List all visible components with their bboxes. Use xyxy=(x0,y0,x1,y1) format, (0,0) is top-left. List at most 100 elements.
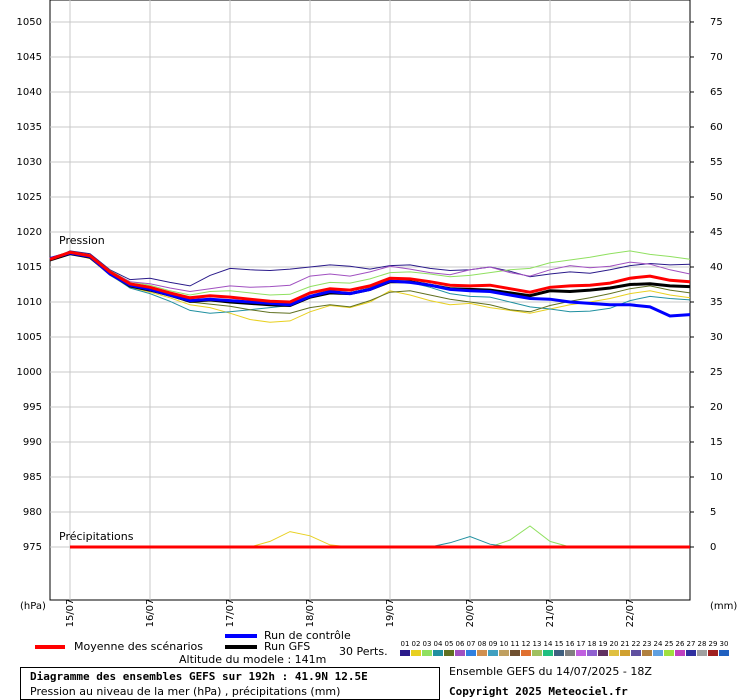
y2-tick-label: 25 xyxy=(710,367,723,378)
pert-legend-swatch xyxy=(675,650,685,656)
pert-legend-label: 29 xyxy=(709,640,718,648)
y-tick-label: 1015 xyxy=(17,262,42,273)
y-tick-label: 990 xyxy=(23,437,42,448)
y-tick-label: 1000 xyxy=(17,367,42,378)
pert-legend-label: 14 xyxy=(544,640,553,648)
pert-legend-swatch xyxy=(664,650,674,656)
y-tick-label: 1050 xyxy=(17,17,42,28)
y2-tick-label: 55 xyxy=(710,157,723,168)
y2-tick-label: 40 xyxy=(710,262,723,273)
pert-legend-label: 23 xyxy=(643,640,652,648)
x-tick-label: 15/07 xyxy=(65,599,76,628)
pert-legend-label: 25 xyxy=(665,640,674,648)
pert-legend-swatch xyxy=(686,650,696,656)
series-line xyxy=(49,251,691,318)
pert-legend-label: 08 xyxy=(478,640,487,648)
pert-legend-label: 27 xyxy=(687,640,696,648)
pert-legend-swatch xyxy=(455,650,465,656)
pert-legend-label: 07 xyxy=(467,640,476,648)
pert-legend-swatch xyxy=(433,650,443,656)
x-tick-label: 22/07 xyxy=(625,599,636,628)
subtitle: Pression au niveau de la mer (hPa) , pré… xyxy=(30,685,340,698)
legend-label: Moyenne des scénarios xyxy=(74,640,203,653)
y-tick-label: 1030 xyxy=(17,157,42,168)
pert-legend-label: 15 xyxy=(555,640,564,648)
pert-legend-swatch xyxy=(466,650,476,656)
precip-label: Précipitations xyxy=(59,530,134,543)
pert-legend-swatch xyxy=(444,650,454,656)
pert-legend-label: 02 xyxy=(412,640,421,648)
pert-legend-label: 26 xyxy=(676,640,685,648)
pert-legend-swatch xyxy=(499,650,509,656)
pert-legend-swatch xyxy=(554,650,564,656)
y2-tick-label: 0 xyxy=(710,542,716,553)
y-tick-label: 1045 xyxy=(17,52,42,63)
pert-legend-swatch xyxy=(631,650,641,656)
pert-legend-swatch xyxy=(400,650,410,656)
pert-legend-swatch xyxy=(565,650,575,656)
pert-legend-label: 01 xyxy=(401,640,410,648)
pert-legend-swatch xyxy=(620,650,630,656)
y2-tick-label: 10 xyxy=(710,472,723,483)
y2-tick-label: 5 xyxy=(710,507,716,518)
legend-label: Run de contrôle xyxy=(264,629,351,642)
pert-legend-swatch xyxy=(697,650,707,656)
pert-legend-label: 05 xyxy=(445,640,454,648)
y-unit: (hPa) xyxy=(20,601,46,612)
pert-legend-swatch xyxy=(532,650,542,656)
y2-tick-label: 50 xyxy=(710,192,723,203)
series-line xyxy=(49,250,691,304)
y-tick-label: 1005 xyxy=(17,332,42,343)
pert-legend-label: 18 xyxy=(588,640,597,648)
pert-legend-swatch xyxy=(708,650,718,656)
perturbation-line xyxy=(49,250,691,296)
y-tick-label: 995 xyxy=(23,402,42,413)
x-tick-label: 20/07 xyxy=(465,599,476,628)
y2-tick-label: 15 xyxy=(710,437,723,448)
perturbations-label: 30 Perts. xyxy=(339,645,388,658)
pert-legend-label: 17 xyxy=(577,640,586,648)
pert-legend-label: 03 xyxy=(423,640,432,648)
pert-legend-label: 04 xyxy=(434,640,443,648)
y-tick-label: 980 xyxy=(23,507,42,518)
y2-tick-label: 65 xyxy=(710,87,723,98)
pert-legend-swatch xyxy=(587,650,597,656)
pert-legend-swatch xyxy=(653,650,663,656)
y2-tick-label: 70 xyxy=(710,52,723,63)
title: Diagramme des ensembles GEFS sur 192h : … xyxy=(30,670,368,683)
pert-legend-swatch xyxy=(477,650,487,656)
y2-tick-label: 20 xyxy=(710,402,723,413)
y-tick-label: 1040 xyxy=(17,87,42,98)
pert-legend-swatch xyxy=(510,650,520,656)
y2-tick-label: 60 xyxy=(710,122,723,133)
pert-legend-label: 24 xyxy=(654,640,663,648)
legend-label: Run GFS xyxy=(264,640,310,653)
plot-frame xyxy=(49,0,691,601)
pert-legend-swatch xyxy=(543,650,553,656)
y-tick-label: 975 xyxy=(23,542,42,553)
pert-legend-label: 11 xyxy=(511,640,520,648)
run-info: Ensemble GEFS du 14/07/2025 - 18Z xyxy=(449,665,652,678)
pert-legend-label: 16 xyxy=(566,640,575,648)
y2-tick-label: 30 xyxy=(710,332,723,343)
pert-legend-swatch xyxy=(488,650,498,656)
pert-legend-swatch xyxy=(521,650,531,656)
copyright: Copyright 2025 Meteociel.fr xyxy=(449,685,628,698)
y-tick-label: 1035 xyxy=(17,122,42,133)
x-tick-label: 19/07 xyxy=(385,599,396,628)
pert-legend-label: 22 xyxy=(632,640,641,648)
pert-legend-label: 30 xyxy=(720,640,729,648)
y-tick-label: 1010 xyxy=(17,297,42,308)
pert-legend-label: 10 xyxy=(500,640,509,648)
pert-legend-label: 19 xyxy=(599,640,608,648)
pert-legend-swatch xyxy=(642,650,652,656)
pert-legend-label: 13 xyxy=(533,640,542,648)
pert-legend-swatch xyxy=(411,650,421,656)
pert-legend-swatch xyxy=(719,650,729,656)
pert-legend-label: 20 xyxy=(610,640,619,648)
pert-legend-swatch xyxy=(609,650,619,656)
pert-legend-swatch xyxy=(598,650,608,656)
pert-legend-label: 21 xyxy=(621,640,630,648)
x-tick-label: 17/07 xyxy=(225,599,236,628)
